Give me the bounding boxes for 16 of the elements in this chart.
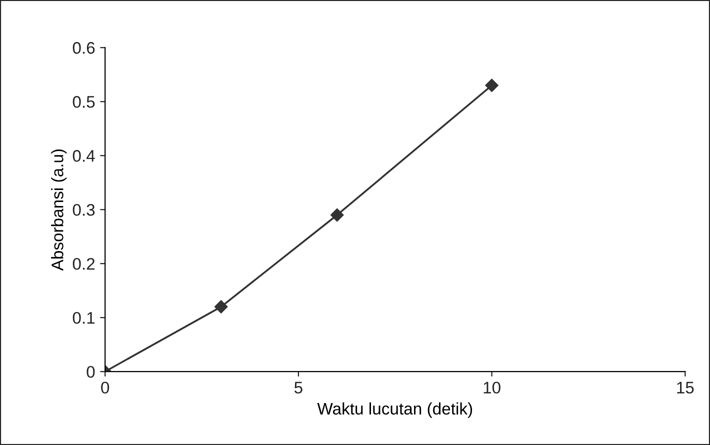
point: [214, 300, 228, 314]
y-tick-label: 0.6: [72, 42, 95, 54]
x-tick-label: 10: [484, 382, 500, 394]
y-tick-label: 0.5: [72, 96, 95, 108]
x-tick-label: 5: [294, 382, 302, 394]
y-tick-label: 0.4: [72, 150, 95, 162]
x-axis-title: Waktu lucutan (detik): [317, 402, 472, 418]
y-tick-label: 0.1: [72, 312, 95, 324]
x-tick-label: 0: [101, 382, 110, 394]
point: [330, 208, 344, 222]
y-tick-label: 0.2: [72, 258, 95, 270]
point: [485, 78, 498, 92]
y-tick-label: 0.3: [72, 204, 95, 216]
y-axis-title: Absorbansi (a.u): [51, 149, 67, 271]
y-tick-label: 0: [86, 366, 95, 378]
x-tick-label: 15: [677, 382, 694, 394]
